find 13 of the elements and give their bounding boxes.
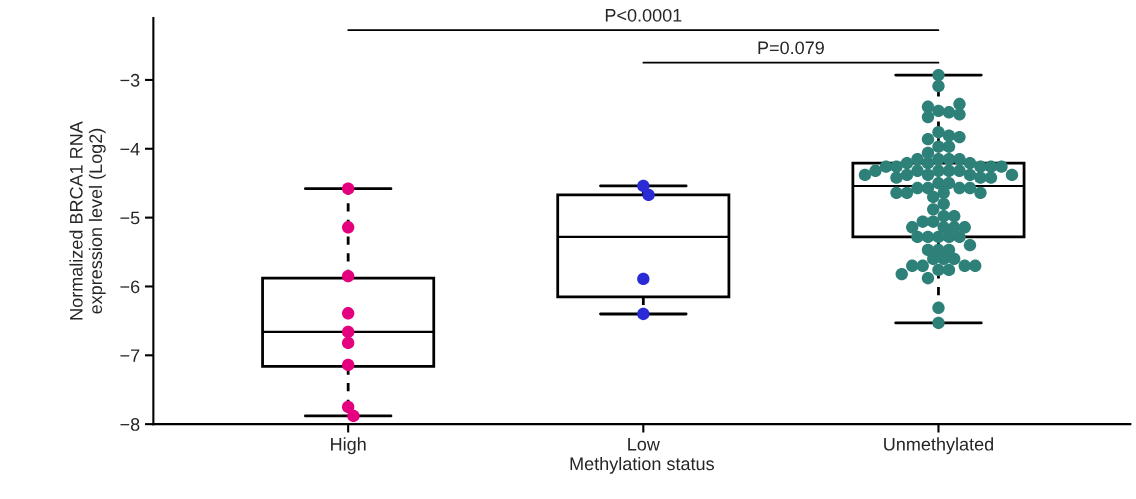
y-tick-label: −4 [120,142,140,156]
y-axis-title: Normalized BRCA1 RNA expression level (Log2) [69,121,106,320]
y-tick-label: −8 [120,418,140,431]
x-axis-title: Methylation status [570,456,714,474]
y-tick-label: −3 [120,73,140,87]
y-tick-label: −6 [120,280,140,294]
x-tick-label: High [331,437,366,455]
annotation: P<0.0001 [605,8,682,22]
y-tick-label: −7 [120,349,140,362]
x-tick-label: Unmethylated [884,437,994,455]
x-tick-label: Low [628,438,660,451]
y-tick-label: −5 [120,211,140,225]
annotation: P=0.079 [758,41,824,55]
